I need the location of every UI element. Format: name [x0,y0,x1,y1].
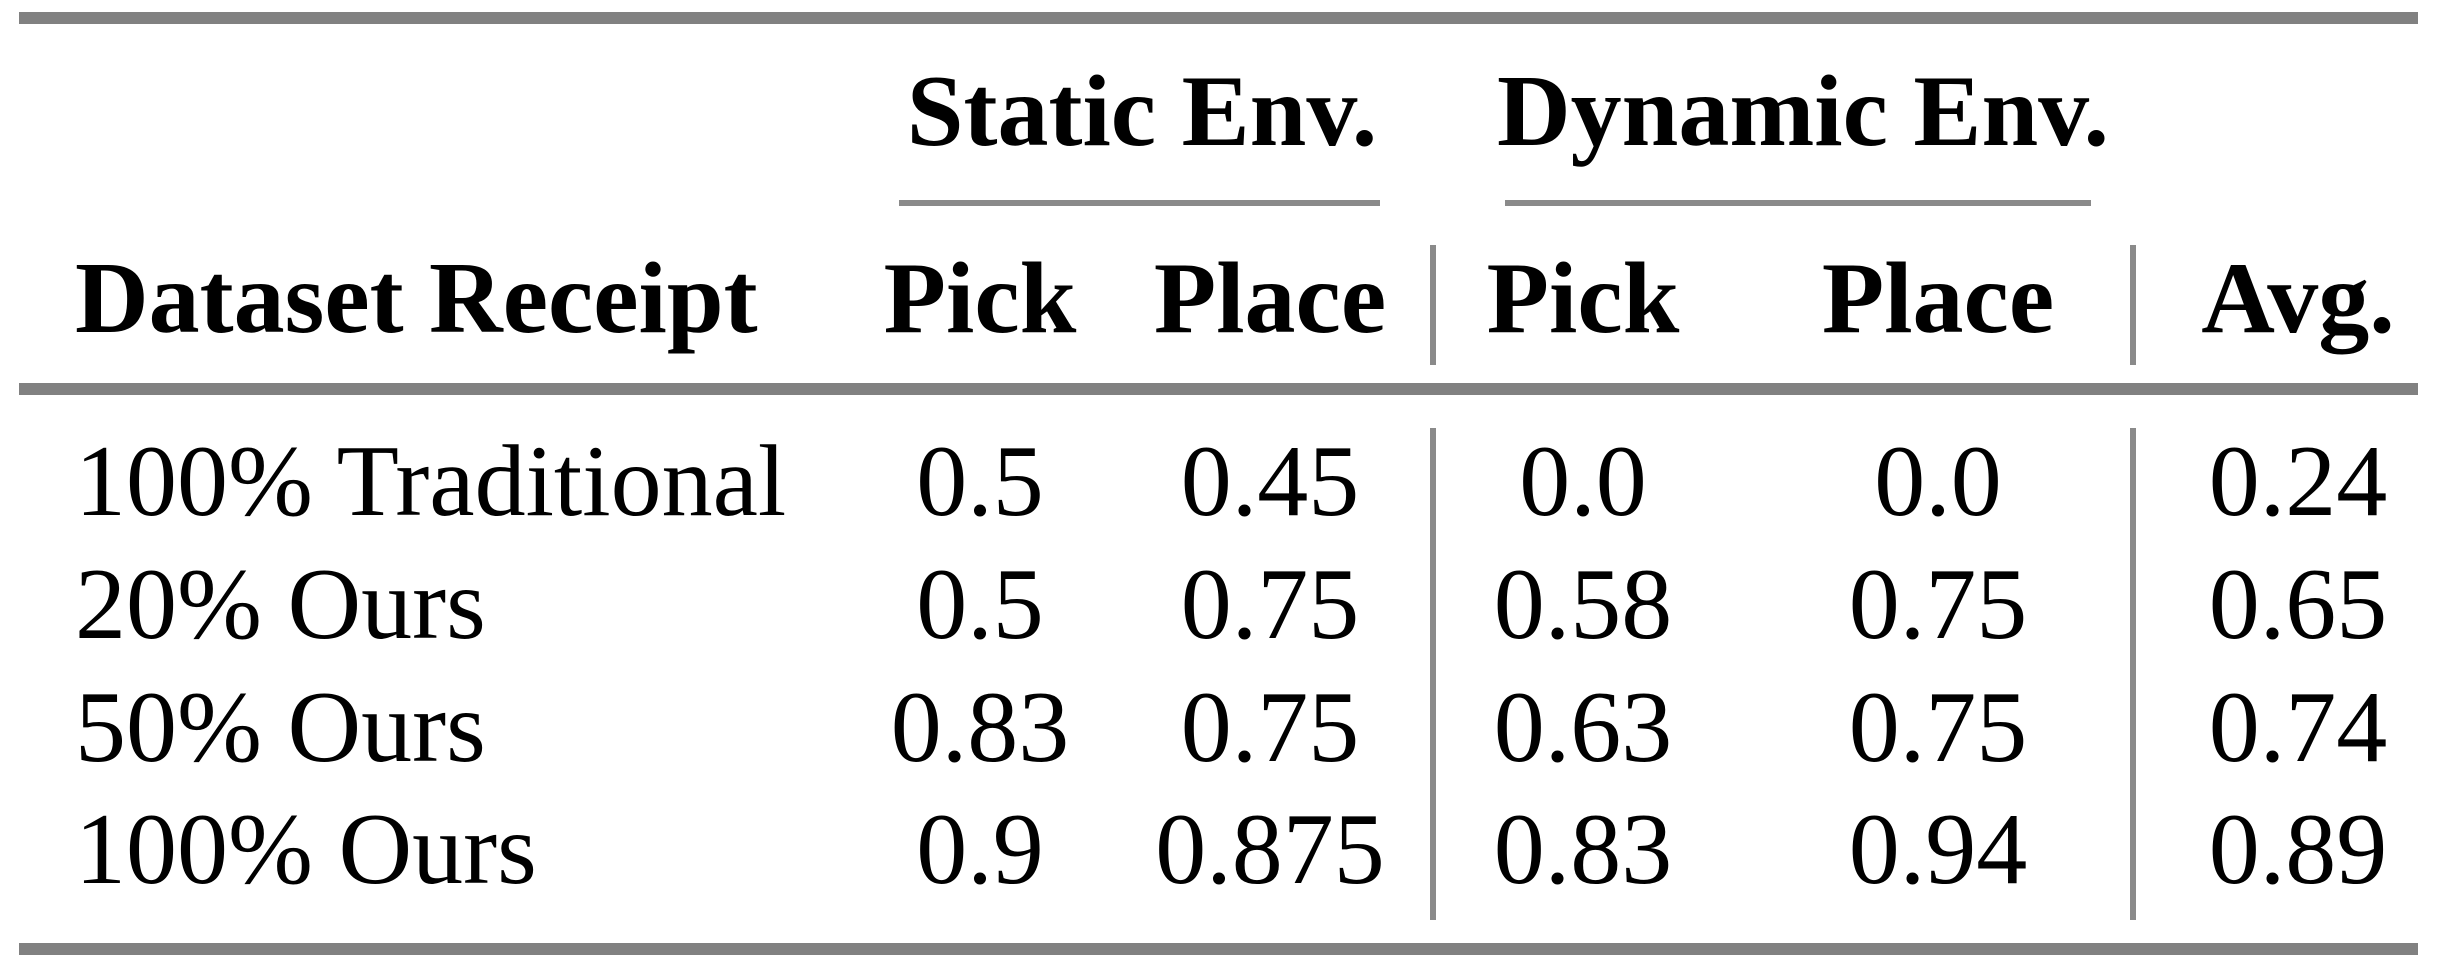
cell-value: 0.65 [2208,548,2388,661]
header-mid-rule [19,383,2418,395]
column-header-avg: Avg. [2201,242,2395,355]
cell-value: 0.45 [1180,425,1360,538]
cell-value: 0.0 [1874,425,2002,538]
cell-value: 0.9 [916,793,1044,906]
column-header-static-pick: Pick [883,242,1077,355]
group-header-dynamic-env: Dynamic Env. [1496,55,2110,168]
divider-dynamic-avg-body [2130,428,2136,920]
column-header-dynamic-pick: Pick [1486,242,1680,355]
cell-value: 0.63 [1493,671,1673,784]
row-label: 20% Ours [75,548,486,661]
cell-value: 0.74 [2208,671,2388,784]
cell-value: 0.94 [1848,793,2028,906]
cell-value: 0.75 [1180,548,1360,661]
cell-value: 0.5 [916,548,1044,661]
cell-value: 0.75 [1848,548,2028,661]
cell-value: 0.58 [1493,548,1673,661]
divider-static-dynamic-header [1430,245,1436,365]
cell-value: 0.75 [1180,671,1360,784]
cell-value: 0.875 [1155,793,1385,906]
cell-value: 0.83 [890,671,1070,784]
cell-value: 0.5 [916,425,1044,538]
static-env-cmidrule [899,200,1380,206]
dynamic-env-cmidrule [1505,200,2091,206]
column-header-static-place: Place [1153,242,1387,355]
column-header-dynamic-place: Place [1821,242,2055,355]
divider-static-dynamic-body [1430,428,1436,920]
row-label: 100% Traditional [75,425,787,538]
cell-value: 0.0 [1519,425,1647,538]
row-label: 100% Ours [75,793,537,906]
cell-value: 0.24 [2208,425,2388,538]
cell-value: 0.83 [1493,793,1673,906]
top-rule [19,12,2418,24]
cell-value: 0.75 [1848,671,2028,784]
cell-value: 0.89 [2208,793,2388,906]
group-header-static-env: Static Env. [906,55,1378,168]
column-header-dataset-receipt: Dataset Receipt [75,242,758,355]
divider-dynamic-avg-header [2130,245,2136,365]
row-label: 50% Ours [75,671,486,784]
bottom-rule [19,943,2418,955]
